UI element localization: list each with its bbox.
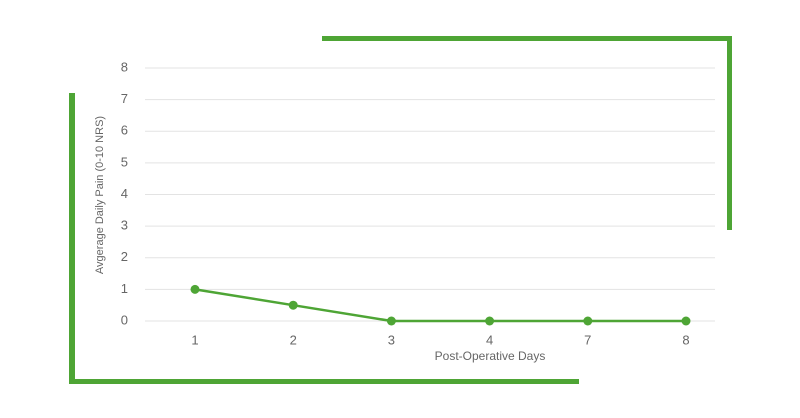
x-tick-label: 3 xyxy=(388,332,395,347)
y-tick-label: 7 xyxy=(121,91,128,106)
data-point xyxy=(386,316,396,326)
x-tick-label: 7 xyxy=(584,332,591,347)
frame-top xyxy=(322,36,732,41)
y-tick-label: 8 xyxy=(121,59,128,74)
data-point xyxy=(190,284,200,294)
y-tick-label: 0 xyxy=(121,312,128,327)
y-axis-label: Avgerage Daily Pain (0-10 NRS) xyxy=(94,116,106,274)
frame-bottom xyxy=(69,379,579,384)
y-tick-label: 6 xyxy=(121,123,128,138)
data-line xyxy=(194,288,686,323)
x-axis-label: Post-Operative Days xyxy=(435,349,546,363)
y-tick-label: 2 xyxy=(121,249,128,264)
y-tick-label: 4 xyxy=(121,186,128,201)
x-tick-label: 4 xyxy=(486,332,493,347)
data-point xyxy=(681,316,691,326)
y-tick-label: 3 xyxy=(121,218,128,233)
x-tick-label: 1 xyxy=(191,332,198,347)
data-point xyxy=(583,316,593,326)
data-point xyxy=(288,300,298,310)
y-tick-label: 1 xyxy=(121,281,128,296)
x-tick-label: 2 xyxy=(290,332,297,347)
data-point xyxy=(485,316,495,326)
frame-right xyxy=(727,36,732,230)
frame-left xyxy=(69,93,75,384)
y-tick-label: 5 xyxy=(121,154,128,169)
x-tick-label: 8 xyxy=(682,332,689,347)
